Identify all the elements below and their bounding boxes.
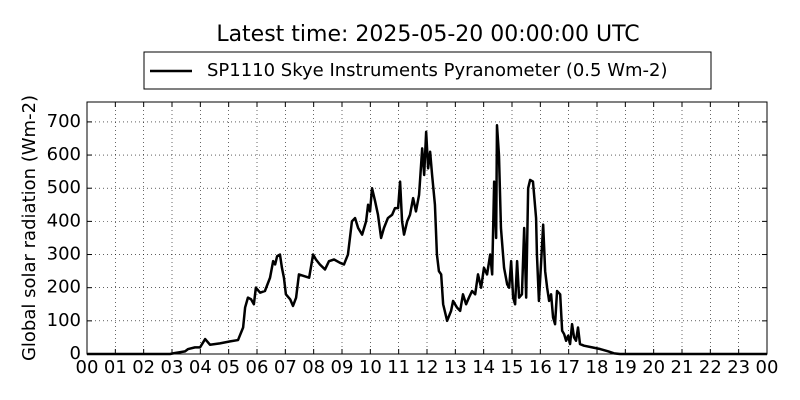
y-tick-label: 100	[47, 310, 81, 331]
x-tick-label: 01	[104, 357, 127, 378]
x-tick-label: 18	[586, 357, 609, 378]
y-tick-label: 600	[47, 144, 81, 165]
x-tick-label: 00	[756, 357, 779, 378]
x-tick-label: 13	[444, 357, 467, 378]
x-tick-label: 05	[217, 357, 240, 378]
x-tick-label: 06	[246, 357, 269, 378]
y-tick-label: 400	[47, 210, 81, 231]
y-tick-label: 200	[47, 277, 81, 298]
x-tick-label: 03	[161, 357, 184, 378]
x-tick-label: 11	[387, 357, 410, 378]
x-tick-label: 09	[331, 357, 354, 378]
x-tick-label: 19	[614, 357, 637, 378]
legend: SP1110 Skye Instruments Pyranometer (0.5…	[143, 51, 712, 90]
x-tick-label: 04	[189, 357, 212, 378]
legend-box	[143, 51, 712, 90]
y-tick-label: 700	[47, 111, 81, 132]
x-tick-label: 07	[274, 357, 297, 378]
x-tick-label: 10	[359, 357, 382, 378]
x-tick-label: 20	[642, 357, 665, 378]
x-tick-label: 15	[501, 357, 524, 378]
x-tick-label: 14	[472, 357, 495, 378]
data-line	[87, 123, 767, 356]
x-tick-label: 08	[302, 357, 325, 378]
y-axis-label: Global solar radiation (Wm-2)	[19, 95, 40, 361]
x-tick-label: 00	[76, 357, 99, 378]
y-tick-label: 0	[70, 343, 81, 364]
y-tick-label: 300	[47, 244, 81, 265]
x-tick-label: 16	[529, 357, 552, 378]
x-tick-label: 02	[132, 357, 155, 378]
x-tick-label: 17	[557, 357, 580, 378]
y-tick-label: 500	[47, 177, 81, 198]
chart-title: Latest time: 2025-05-20 00:00:00 UTC	[216, 22, 639, 47]
plot-frame	[86, 101, 768, 355]
x-tick-label: 23	[727, 357, 750, 378]
x-tick-label: 21	[671, 357, 694, 378]
legend-label: SP1110 Skye Instruments Pyranometer (0.5…	[207, 60, 668, 81]
x-tick-label: 12	[416, 357, 439, 378]
x-tick-label: 22	[699, 357, 722, 378]
